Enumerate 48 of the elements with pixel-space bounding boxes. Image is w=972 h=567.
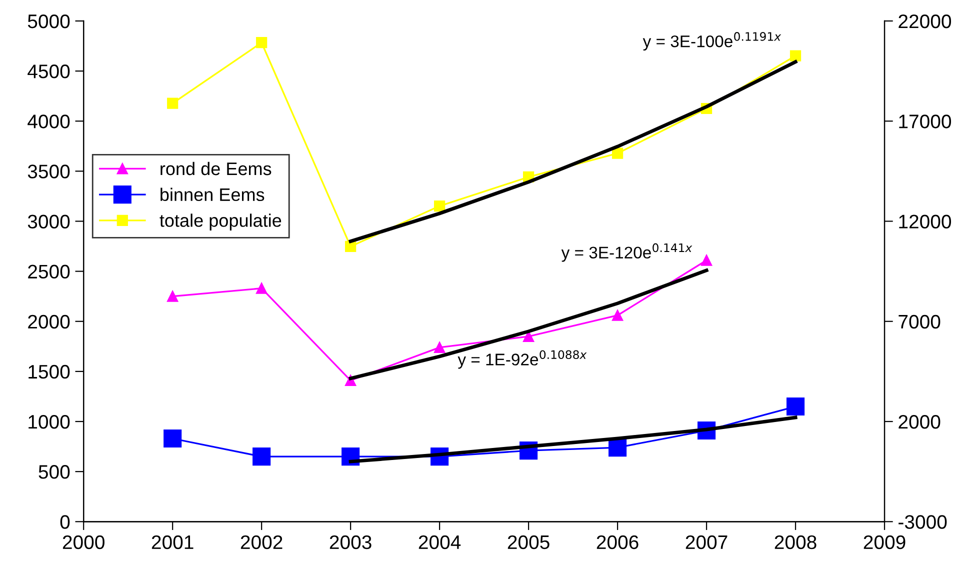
legend-label: binnen Eems: [160, 188, 264, 202]
y-tick-label: 3000: [28, 214, 70, 228]
legend-label: rond de Eems: [160, 162, 272, 176]
point: [252, 448, 271, 466]
x-tick-label: 2003: [330, 535, 372, 550]
x-tick-label: 2004: [418, 535, 461, 550]
x-tick-label: 2009: [864, 535, 906, 550]
y2-tick-label: 12000: [899, 214, 952, 228]
annotation: y = 3E-120e$^{0.141x}$: [561, 243, 692, 262]
y2-tick-label: 17000: [899, 114, 952, 128]
point: [167, 98, 178, 109]
y2-tick-label: 22000: [898, 14, 952, 28]
point: [612, 148, 624, 159]
x-tick-label: 2002: [240, 535, 282, 550]
y-tick-label: 2000: [28, 314, 70, 329]
point: [434, 200, 446, 212]
point: [345, 240, 356, 252]
annotation: y = 1E-92e$^{0.1088x}$: [458, 350, 587, 369]
point: [164, 430, 182, 448]
point: [612, 310, 624, 321]
point: [700, 254, 712, 266]
y-tick-label: 1500: [28, 364, 70, 379]
x-tick-label: 2007: [686, 535, 728, 550]
y-tick-label: 5000: [28, 14, 70, 28]
y2-tick-label: 2000: [898, 414, 940, 429]
y-tick-label: 0: [60, 515, 70, 529]
y-tick-label: 2500: [28, 264, 70, 279]
point: [434, 342, 446, 353]
x-tick-label: 2008: [774, 535, 816, 550]
point: [790, 50, 802, 62]
x-tick-label: 2006: [596, 535, 638, 550]
y2-tick-label: -3000: [898, 515, 947, 529]
x-tick-label: 2005: [508, 535, 550, 550]
y-tick-label: 1000: [28, 414, 70, 429]
x-tick-label: 2000: [62, 535, 104, 550]
legend-label: totale populatie: [160, 214, 282, 230]
x-tick-label: 2001: [152, 535, 194, 550]
y-tick-label: 4500: [28, 64, 70, 78]
y2-tick-label: 7000: [898, 314, 940, 329]
point: [167, 290, 178, 302]
point: [786, 397, 805, 416]
point: [608, 438, 627, 457]
y-tick-label: 4000: [28, 114, 70, 128]
y-tick-label: 500: [38, 465, 70, 479]
point: [256, 282, 268, 294]
annotation: y = 3E-100e$^{0.1191x}$: [642, 32, 782, 51]
y-tick-label: 3500: [28, 164, 70, 178]
point: [256, 37, 268, 48]
